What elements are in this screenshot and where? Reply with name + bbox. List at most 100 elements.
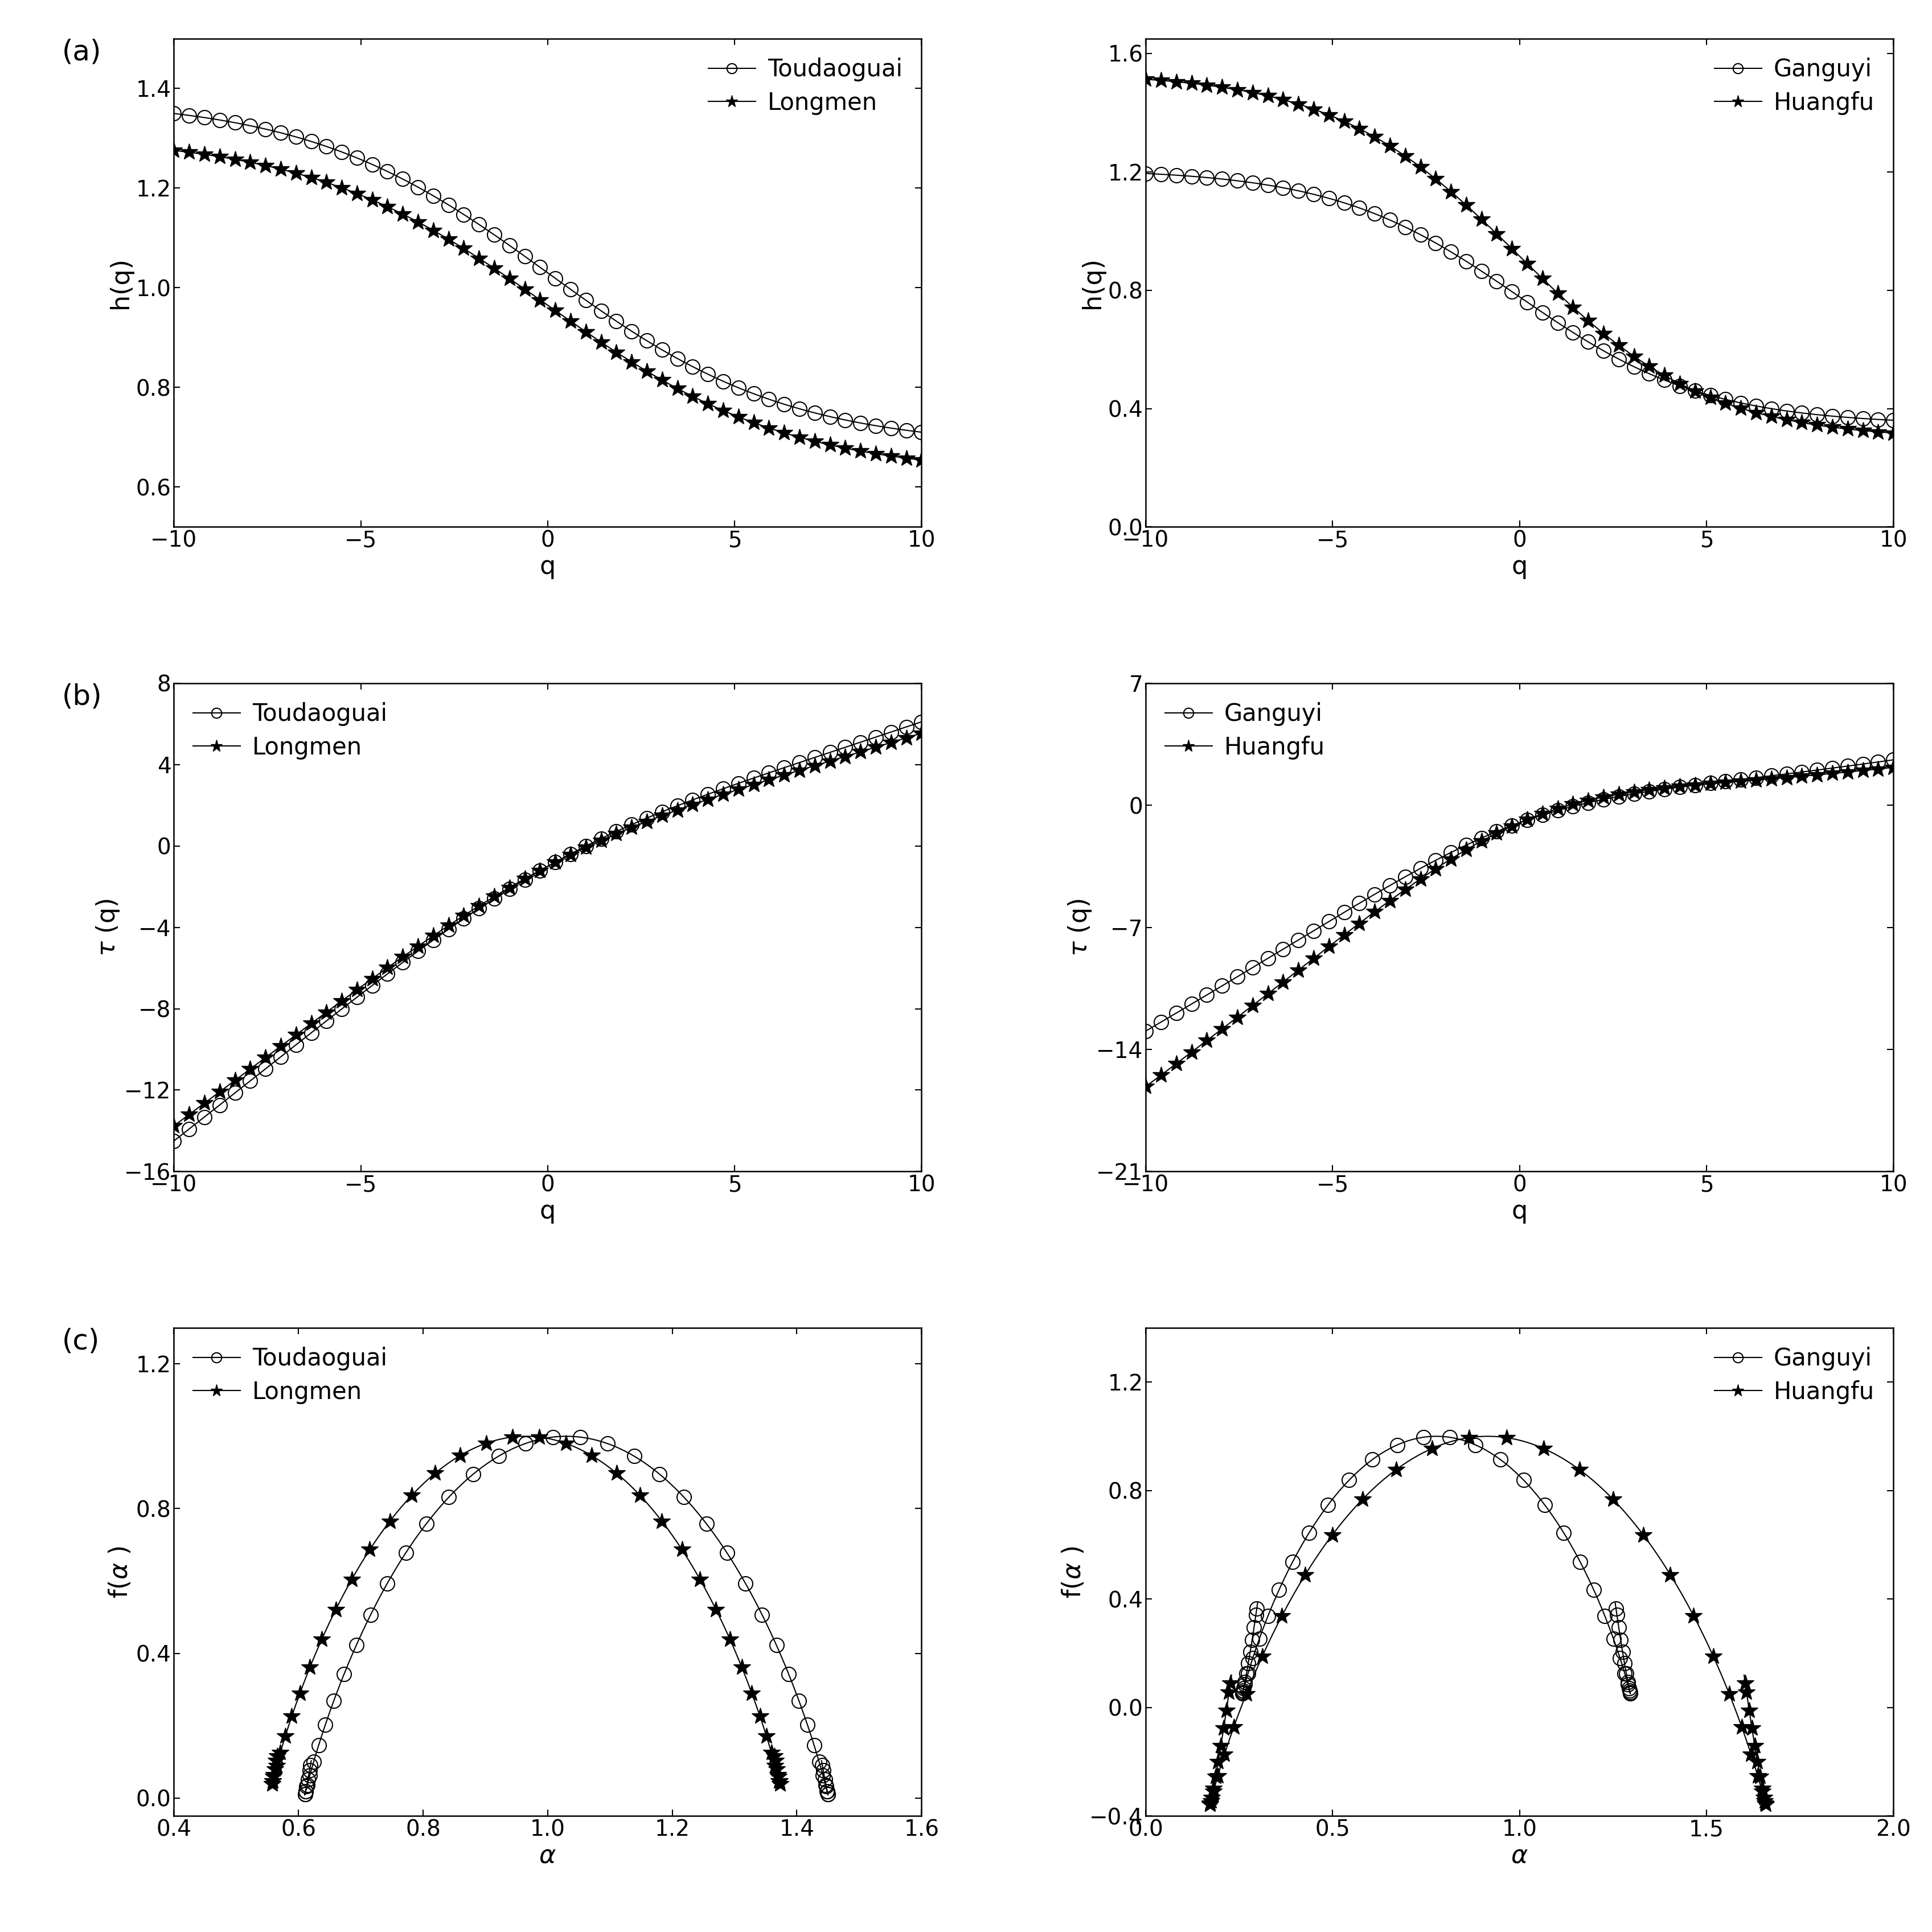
Longmen — [589, 330, 612, 354]
Toudaoguai — [375, 1573, 398, 1596]
Ganguyi — [1233, 1673, 1256, 1696]
Longmen — [895, 446, 918, 469]
Huangfu — [1349, 912, 1372, 935]
Toudaoguai — [437, 193, 460, 216]
Ganguyi — [1385, 1434, 1408, 1457]
Longmen — [500, 1426, 524, 1449]
Ganguyi — [1760, 765, 1783, 788]
Longmen — [726, 779, 750, 802]
Huangfu — [1318, 102, 1341, 126]
Longmen — [848, 740, 871, 763]
Longmen — [406, 211, 429, 234]
Ganguyi — [1267, 1578, 1291, 1602]
Ganguyi — [1165, 164, 1188, 187]
Huangfu — [1198, 1793, 1221, 1816]
Huangfu — [1271, 970, 1294, 993]
Text: (c): (c) — [62, 1327, 100, 1354]
Ganguyi — [1776, 400, 1799, 423]
Ganguyi — [1654, 777, 1677, 800]
Ganguyi — [1362, 203, 1385, 226]
Ganguyi — [1851, 408, 1874, 431]
Ganguyi — [1225, 966, 1248, 989]
Toudaoguai — [813, 1768, 837, 1791]
Ganguyi — [1835, 755, 1859, 779]
Longmen — [605, 823, 628, 846]
Toudaoguai — [696, 363, 719, 386]
Longmen — [765, 1764, 788, 1787]
Huangfu — [1455, 838, 1478, 862]
Longmen — [765, 1758, 788, 1781]
Longmen — [193, 1092, 216, 1115]
Toudaoguai — [765, 1634, 788, 1658]
Longmen — [605, 340, 628, 363]
Toudaoguai — [726, 771, 750, 794]
Ganguyi — [1638, 361, 1662, 384]
Longmen — [514, 278, 537, 301]
Longmen — [682, 384, 705, 408]
Toudaoguai — [682, 355, 705, 379]
Huangfu — [1607, 782, 1631, 806]
Longmen — [340, 1569, 363, 1592]
Toudaoguai — [487, 1445, 510, 1468]
Ganguyi — [1667, 775, 1690, 798]
Longmen — [763, 1754, 786, 1777]
Longmen — [711, 398, 734, 421]
Ganguyi — [1439, 240, 1463, 263]
Toudaoguai — [651, 338, 674, 361]
Toudaoguai — [879, 721, 902, 744]
Longmen — [910, 723, 933, 746]
Huangfu — [1882, 755, 1905, 779]
Huangfu — [1776, 765, 1799, 788]
Y-axis label: h(q): h(q) — [108, 257, 133, 309]
Huangfu — [1739, 1743, 1762, 1766]
Ganguyi — [1424, 232, 1447, 255]
Toudaoguai — [543, 850, 566, 873]
Huangfu — [1206, 1764, 1229, 1787]
Ganguyi — [1501, 813, 1524, 837]
Longmen — [253, 155, 276, 178]
Toudaoguai — [773, 755, 796, 779]
Toudaoguai — [294, 1783, 317, 1806]
Huangfu — [1439, 848, 1463, 871]
Ganguyi — [1134, 162, 1157, 185]
Ganguyi — [1318, 910, 1341, 933]
Huangfu — [1882, 421, 1905, 444]
Longmen — [288, 1681, 311, 1704]
Longmen — [361, 968, 384, 991]
Ganguyi — [1882, 410, 1905, 433]
Huangfu — [1623, 781, 1646, 804]
Toudaoguai — [595, 1432, 618, 1455]
Longmen — [651, 804, 674, 827]
Huangfu — [1607, 334, 1631, 357]
Toudaoguai — [238, 1068, 261, 1092]
Ganguyi — [1698, 771, 1721, 794]
Ganguyi — [1617, 1679, 1640, 1702]
Huangfu — [1760, 406, 1783, 429]
Longmen — [755, 1725, 779, 1748]
Toudaoguai — [298, 1758, 321, 1781]
Ganguyi — [1287, 180, 1310, 203]
Toudaoguai — [269, 1045, 292, 1068]
Legend: Toudaoguai, Longmen: Toudaoguai, Longmen — [185, 1339, 394, 1410]
Huangfu — [1750, 1777, 1774, 1801]
Longmen — [421, 923, 444, 947]
Ganguyi — [1617, 1677, 1640, 1700]
Huangfu — [1180, 1041, 1204, 1065]
Longmen — [580, 1443, 603, 1466]
Huangfu — [1683, 773, 1706, 796]
Longmen — [514, 867, 537, 891]
Toudaoguai — [498, 234, 522, 257]
Ganguyi — [1235, 1662, 1258, 1685]
Longmen — [406, 935, 429, 958]
Toudaoguai — [696, 1513, 719, 1536]
Toudaoguai — [323, 1689, 346, 1712]
Longmen — [315, 170, 338, 193]
Longmen — [483, 257, 506, 280]
Toudaoguai — [390, 951, 413, 974]
Longmen — [527, 1426, 551, 1449]
Longmen — [483, 885, 506, 908]
Toudaoguai — [543, 267, 566, 290]
Longmen — [529, 860, 553, 883]
Ganguyi — [1240, 1646, 1264, 1669]
Ganguyi — [1393, 866, 1416, 889]
